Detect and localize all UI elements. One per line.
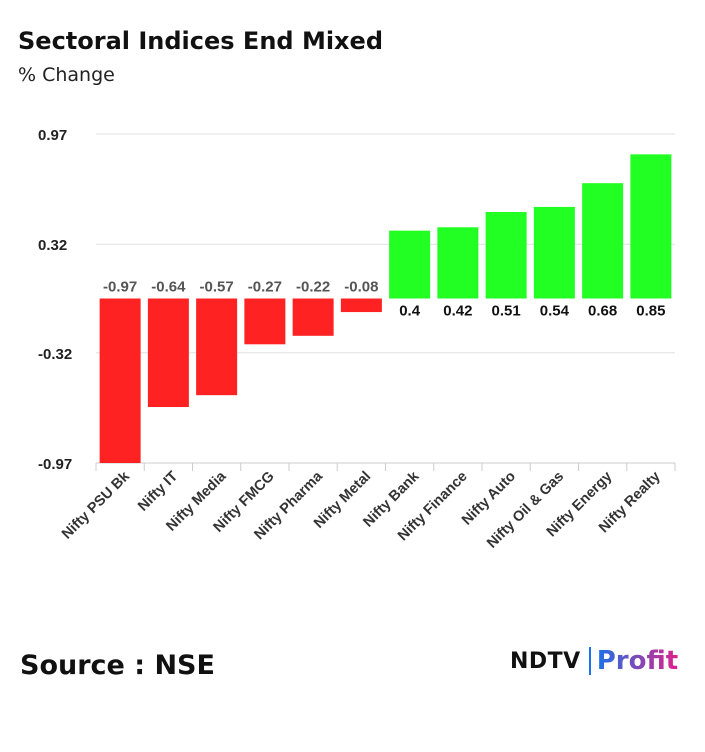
chart-subtitle: % Change — [18, 64, 115, 86]
bar — [244, 298, 286, 345]
bar — [196, 298, 238, 396]
bar — [630, 154, 672, 299]
data-label: 0.54 — [540, 303, 570, 320]
bar — [292, 298, 334, 336]
ndtv-profit-logo: NDTV Profit — [510, 643, 678, 679]
bar — [437, 227, 479, 299]
data-label: -0.22 — [296, 279, 330, 296]
bar — [147, 298, 189, 408]
data-label: -0.97 — [103, 279, 137, 296]
x-category-label: Nifty IT — [135, 468, 181, 514]
bar — [533, 206, 575, 299]
data-label: -0.64 — [151, 279, 186, 296]
source-label: Source : NSE — [20, 650, 215, 681]
brand-ndtv: NDTV — [510, 648, 581, 674]
brand-separator — [588, 647, 591, 675]
y-tick-label: -0.97 — [38, 456, 72, 473]
bar — [99, 298, 141, 463]
y-tick-label: 0.97 — [38, 127, 67, 144]
data-label: 0.85 — [636, 303, 665, 320]
brand-profit: Profit — [596, 646, 679, 676]
data-label: -0.27 — [248, 279, 282, 296]
data-label: 0.51 — [492, 303, 521, 320]
y-tick-label: 0.32 — [38, 237, 67, 254]
bar — [389, 230, 431, 299]
bar — [340, 298, 382, 313]
y-tick-label: -0.32 — [38, 346, 72, 363]
data-label: -0.08 — [344, 279, 378, 296]
bar — [485, 212, 527, 299]
data-label: -0.57 — [200, 279, 234, 296]
chart-title: Sectoral Indices End Mixed — [18, 27, 383, 55]
bar — [582, 183, 624, 299]
data-label: 0.42 — [443, 303, 472, 320]
data-label: 0.4 — [399, 303, 421, 320]
data-label: 0.68 — [588, 303, 617, 320]
x-category-label: Nifty PSU Bk — [59, 468, 134, 543]
